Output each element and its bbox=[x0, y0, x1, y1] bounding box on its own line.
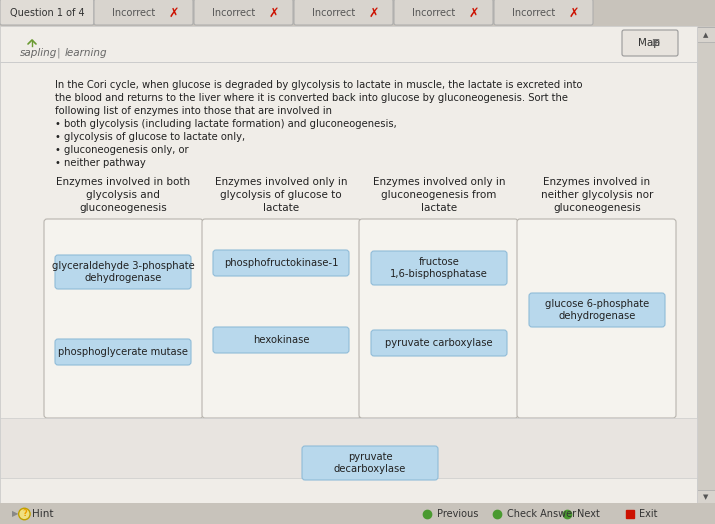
Bar bbox=[0, 418, 697, 478]
FancyBboxPatch shape bbox=[55, 255, 191, 289]
Text: ▼: ▼ bbox=[704, 494, 709, 500]
Bar bbox=[697, 490, 715, 503]
Text: pyruvate carboxylase: pyruvate carboxylase bbox=[385, 338, 493, 348]
Text: Hint: Hint bbox=[32, 509, 54, 519]
FancyBboxPatch shape bbox=[371, 330, 507, 356]
Text: glyceraldehyde 3-phosphate
dehydrogenase: glyceraldehyde 3-phosphate dehydrogenase bbox=[51, 261, 194, 283]
Text: Incorrect: Incorrect bbox=[513, 8, 556, 18]
Text: hexokinase: hexokinase bbox=[252, 335, 310, 345]
Text: |: | bbox=[56, 48, 60, 58]
Bar bbox=[697, 27, 715, 503]
Bar bbox=[0, 62, 697, 63]
Text: • glycolysis of glucose to lactate only,: • glycolysis of glucose to lactate only, bbox=[55, 132, 245, 142]
FancyBboxPatch shape bbox=[55, 339, 191, 365]
Text: fructose
1,6-bisphosphatase: fructose 1,6-bisphosphatase bbox=[390, 257, 488, 279]
Text: ⊞: ⊞ bbox=[651, 38, 659, 48]
Text: Enzymes involved only in
glycolysis of glucose to
lactate: Enzymes involved only in glycolysis of g… bbox=[214, 177, 347, 213]
Text: ✗: ✗ bbox=[568, 6, 579, 19]
Text: Map: Map bbox=[638, 38, 660, 48]
Text: • both glycolysis (including lactate formation) and gluconeogenesis,: • both glycolysis (including lactate for… bbox=[55, 119, 397, 129]
Text: • gluconeogenesis only, or: • gluconeogenesis only, or bbox=[55, 145, 189, 155]
FancyBboxPatch shape bbox=[0, 0, 94, 25]
FancyBboxPatch shape bbox=[622, 30, 678, 56]
Text: ▶: ▶ bbox=[12, 509, 19, 519]
FancyBboxPatch shape bbox=[494, 0, 593, 25]
Text: pyruvate
decarboxylase: pyruvate decarboxylase bbox=[334, 452, 406, 474]
FancyBboxPatch shape bbox=[371, 251, 507, 285]
Text: Incorrect: Incorrect bbox=[212, 8, 256, 18]
FancyBboxPatch shape bbox=[529, 293, 665, 327]
Text: Previous: Previous bbox=[437, 509, 478, 519]
Text: phosphofructokinase-1: phosphofructokinase-1 bbox=[224, 258, 338, 268]
Text: following list of enzymes into those that are involved in: following list of enzymes into those tha… bbox=[55, 106, 332, 116]
Text: the blood and returns to the liver where it is converted back into glucose by gl: the blood and returns to the liver where… bbox=[55, 93, 568, 103]
Text: Question 1 of 4: Question 1 of 4 bbox=[10, 8, 84, 18]
FancyBboxPatch shape bbox=[302, 446, 438, 480]
FancyBboxPatch shape bbox=[359, 219, 518, 418]
Text: ✗: ✗ bbox=[369, 6, 379, 19]
Text: Incorrect: Incorrect bbox=[112, 8, 156, 18]
Bar bbox=[0, 503, 715, 524]
Bar bbox=[0, 0, 715, 26]
Text: Enzymes involved in
neither glycolysis nor
gluconeogenesis: Enzymes involved in neither glycolysis n… bbox=[541, 177, 654, 213]
Text: ✗: ✗ bbox=[169, 6, 179, 19]
Text: sapling: sapling bbox=[20, 48, 57, 58]
FancyBboxPatch shape bbox=[517, 219, 676, 418]
FancyBboxPatch shape bbox=[194, 0, 293, 25]
Text: Incorrect: Incorrect bbox=[312, 8, 355, 18]
Text: ✗: ✗ bbox=[269, 6, 280, 19]
Text: Check Answer: Check Answer bbox=[507, 509, 576, 519]
Text: • neither pathway: • neither pathway bbox=[55, 158, 146, 168]
Text: ✗: ✗ bbox=[469, 6, 479, 19]
FancyBboxPatch shape bbox=[394, 0, 493, 25]
Text: Incorrect: Incorrect bbox=[413, 8, 455, 18]
Text: Enzymes involved only in
gluconeogenesis from
lactate: Enzymes involved only in gluconeogenesis… bbox=[373, 177, 506, 213]
Text: glucose 6-phosphate
dehydrogenase: glucose 6-phosphate dehydrogenase bbox=[545, 299, 649, 321]
Text: learning: learning bbox=[65, 48, 108, 58]
Text: Next: Next bbox=[577, 509, 600, 519]
FancyBboxPatch shape bbox=[44, 219, 203, 418]
FancyBboxPatch shape bbox=[202, 219, 361, 418]
FancyBboxPatch shape bbox=[213, 250, 349, 276]
Bar bbox=[697, 27, 715, 42]
Text: ?: ? bbox=[22, 509, 26, 519]
Text: phosphoglycerate mutase: phosphoglycerate mutase bbox=[58, 347, 188, 357]
Text: ▲: ▲ bbox=[704, 32, 709, 38]
Text: Enzymes involved in both
glycolysis and
gluconeogenesis: Enzymes involved in both glycolysis and … bbox=[56, 177, 190, 213]
FancyBboxPatch shape bbox=[294, 0, 393, 25]
FancyBboxPatch shape bbox=[213, 327, 349, 353]
Text: In the Cori cycle, when glucose is degraded by glycolysis to lactate in muscle, : In the Cori cycle, when glucose is degra… bbox=[55, 80, 583, 90]
Text: Exit: Exit bbox=[639, 509, 658, 519]
FancyBboxPatch shape bbox=[94, 0, 193, 25]
